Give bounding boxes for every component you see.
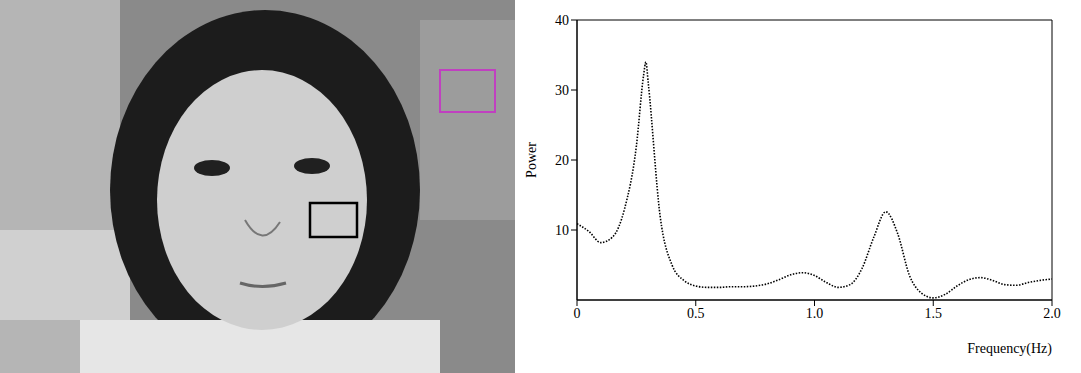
svg-text:Power: Power	[524, 142, 539, 178]
svg-text:2.0: 2.0	[1043, 306, 1061, 321]
svg-text:0.5: 0.5	[687, 306, 705, 321]
svg-text:0: 0	[574, 306, 581, 321]
svg-text:1.0: 1.0	[806, 306, 824, 321]
svg-text:30: 30	[555, 83, 569, 98]
svg-text:10: 10	[555, 223, 569, 238]
svg-text:1.5: 1.5	[925, 306, 943, 321]
svg-text:40: 40	[555, 13, 569, 28]
svg-text:Frequency(Hz): Frequency(Hz)	[967, 341, 1052, 357]
svg-text:20: 20	[555, 153, 569, 168]
